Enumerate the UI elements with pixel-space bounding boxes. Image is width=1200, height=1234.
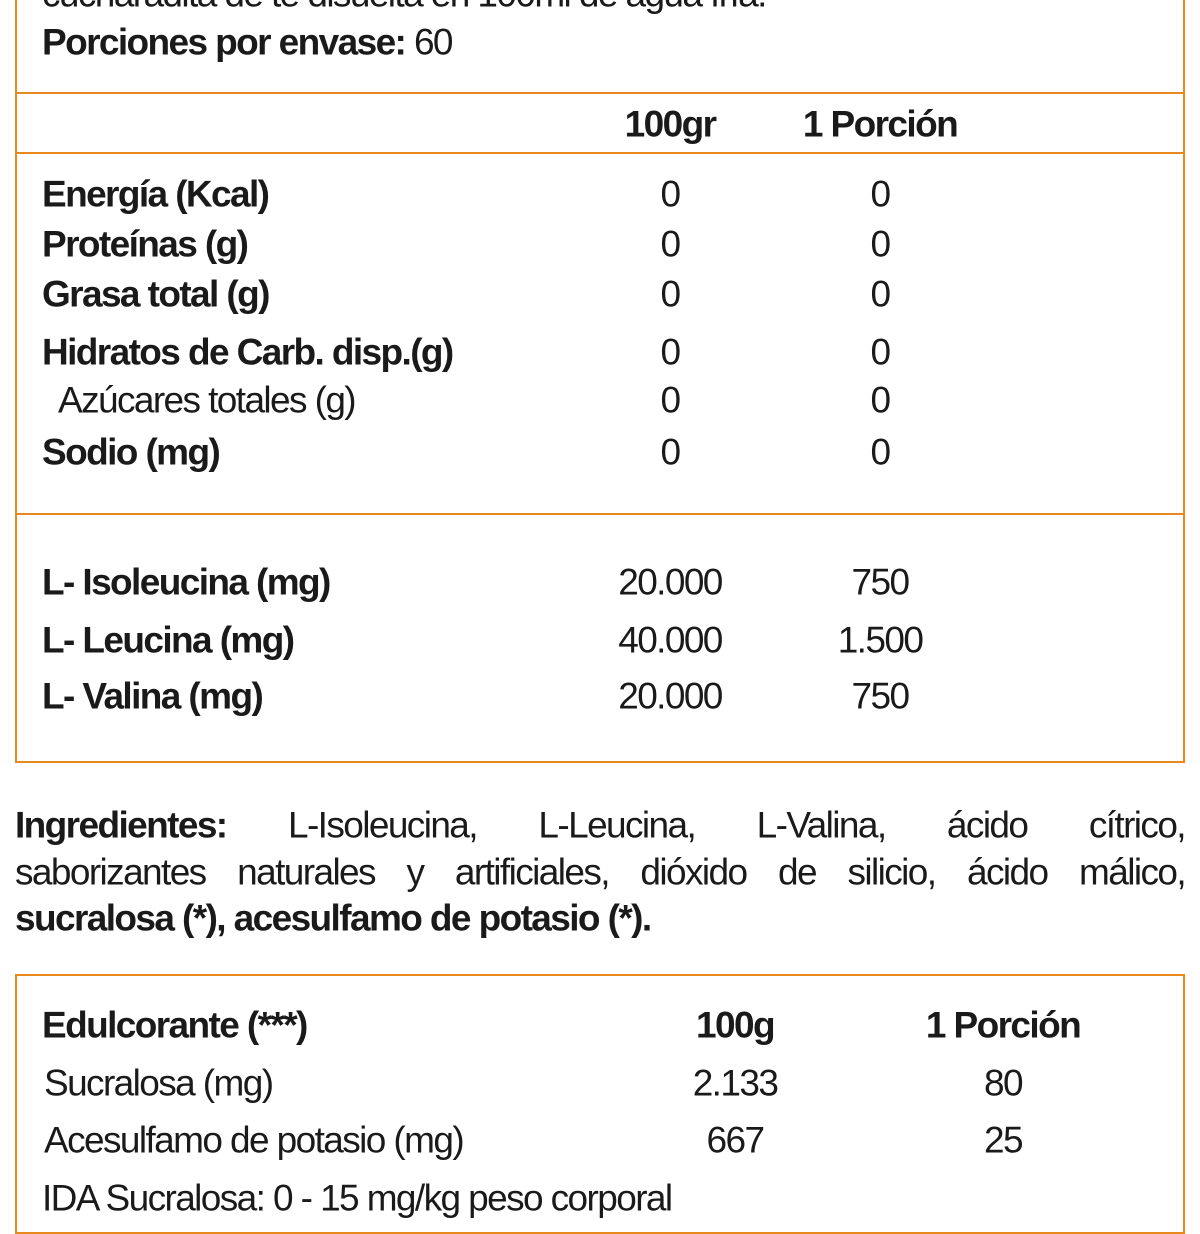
- sweetener-column-100g: 100g: [696, 1004, 776, 1046]
- nutrient-value-100gr: 0: [660, 223, 682, 265]
- sweetener-value-100g: 667: [706, 1119, 766, 1161]
- nutrient-value-portion: 0: [870, 431, 892, 473]
- nutrient-value-portion: 0: [870, 331, 892, 373]
- amino-value-100gr: 40.000: [618, 619, 723, 661]
- nutrient-label: Hidratos de Carb. disp.(g): [42, 331, 454, 373]
- column-header-100gr: 100gr: [624, 103, 717, 145]
- divider: [15, 92, 1185, 94]
- amino-value-portion: 750: [851, 561, 911, 603]
- column-header-portion: 1 Porción: [802, 103, 959, 145]
- nutrient-value-portion: 0: [870, 273, 892, 315]
- nutrient-label: Sodio (mg): [42, 431, 221, 473]
- sweetener-value-portion: 25: [984, 1119, 1024, 1161]
- sweetener-label: Acesulfamo de potasio (mg): [44, 1119, 465, 1161]
- ingredients-line-1: Ingredientes: L-Isoleucina, L-Leucina, L…: [15, 804, 1187, 846]
- amino-value-portion: 750: [851, 675, 911, 717]
- amino-value-100gr: 20.000: [618, 561, 723, 603]
- nutrient-label: Azúcares totales (g): [58, 379, 357, 421]
- amino-value-100gr: 20.000: [618, 675, 723, 717]
- nutrient-value-portion: 0: [870, 379, 892, 421]
- sweetener-value-portion: 80: [984, 1062, 1024, 1104]
- nutrient-value-portion: 0: [870, 173, 892, 215]
- nutrient-label: Energía (Kcal): [42, 173, 270, 215]
- nutrient-value-portion: 0: [870, 223, 892, 265]
- preparation-text: cucharadita de té disuelta en 100ml de a…: [42, 0, 767, 13]
- divider: [15, 152, 1185, 154]
- nutrient-value-100gr: 0: [660, 173, 682, 215]
- nutrient-value-100gr: 0: [660, 331, 682, 373]
- ingredients-line-2: saborizantes naturales y artificiales, d…: [15, 851, 1187, 893]
- ida-note: IDA Sucralosa: 0 - 15 mg/kg peso corpora…: [42, 1177, 673, 1219]
- nutrient-value-100gr: 0: [660, 431, 682, 473]
- servings-per-container: Porciones por envase: 60: [42, 21, 454, 63]
- nutrient-value-100gr: 0: [660, 379, 682, 421]
- amino-value-portion: 1.500: [837, 619, 924, 661]
- amino-label: L- Leucina (mg): [42, 619, 295, 661]
- nutrient-label: Grasa total (g): [42, 273, 270, 315]
- ingredients-line-3: sucralosa (*), acesulfamo de potasio (*)…: [15, 897, 652, 939]
- sweetener-column-portion: 1 Porción: [925, 1004, 1082, 1046]
- sweetener-value-100g: 2.133: [692, 1062, 779, 1104]
- servings-value: 60: [413, 21, 454, 63]
- sweetener-label: Sucralosa (mg): [44, 1062, 274, 1104]
- divider: [15, 513, 1185, 515]
- sweetener-header-label: Edulcorante (***): [42, 1004, 308, 1046]
- nutrition-table-box: [15, 0, 1185, 763]
- servings-label: Porciones por envase:: [42, 21, 407, 63]
- amino-label: L- Valina (mg): [42, 675, 264, 717]
- amino-label: L- Isoleucina (mg): [42, 561, 331, 603]
- ingredients-text: L-Isoleucina, L-Leucina, L-Valina, ácido…: [287, 804, 1187, 846]
- nutrient-label: Proteínas (g): [42, 223, 249, 265]
- nutrient-value-100gr: 0: [660, 273, 682, 315]
- ingredients-label: Ingredientes:: [15, 804, 228, 846]
